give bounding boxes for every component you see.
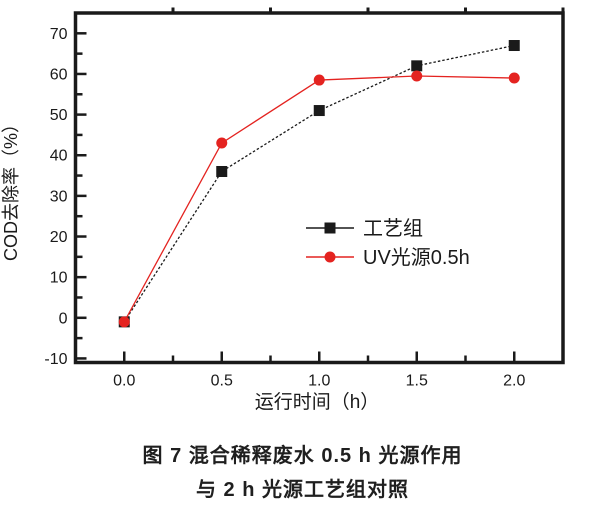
series-line [123, 44, 515, 323]
data-point-circle [216, 137, 228, 149]
x-tick-label: 0.0 [113, 373, 135, 390]
chart-canvas: -10 0 10 20 30 40 50 60 70 0.0 0.5 1.0 1.5 2.0 COD去除率… [1, 7, 565, 413]
legend: 工艺组 UV光源0.5h [306, 217, 470, 269]
y-axis-label: COD去除率（%） [1, 115, 21, 261]
y-tick-label: 50 [50, 107, 68, 124]
data-point-circle [118, 316, 130, 328]
data-series [118, 40, 520, 328]
data-point-square [313, 105, 325, 117]
y-tick-label: 20 [50, 229, 68, 246]
x-tick-label: 1.0 [308, 373, 330, 390]
data-point-circle [313, 74, 325, 86]
x-tick-label: 0.5 [211, 373, 233, 390]
x-tick-label: 1.5 [406, 373, 428, 390]
caption-line-2: 与 2 h 光源工艺组对照 [195, 479, 409, 501]
data-point-square [508, 40, 520, 52]
legend-label-series2: UV光源0.5h [363, 246, 470, 269]
legend-circle-marker-icon [324, 251, 336, 263]
data-point-circle [508, 72, 520, 84]
y-tick-label: 40 [50, 148, 68, 165]
y-tick-label: -10 [44, 351, 67, 368]
data-point-circle [411, 70, 423, 82]
axis-tick-labels: -10 0 10 20 30 40 50 60 70 0.0 0.5 1.0 1.5 2.0 [44, 26, 525, 390]
cod-removal-chart: -10 0 10 20 30 40 50 60 70 0.0 0.5 1.0 1.5 2.0 COD去除率… [1, 7, 565, 413]
y-tick-label: 60 [50, 66, 68, 83]
legend-square-marker-icon [324, 222, 336, 234]
data-point-square [216, 165, 228, 177]
plot-frame [73, 11, 565, 365]
figure-caption: 图 7 混合稀释废水 0.5 h 光源作用 与 2 h 光源工艺组对照 [0, 439, 605, 507]
axis-ticks [77, 7, 565, 361]
y-tick-label: 30 [50, 188, 68, 205]
y-tick-label: 10 [50, 270, 68, 287]
caption-line-1: 图 7 混合稀释废水 0.5 h 光源作用 [142, 445, 463, 467]
y-tick-label: 70 [50, 26, 68, 43]
legend-label-series1: 工艺组 [363, 217, 423, 240]
x-axis-label: 运行时间（h） [255, 391, 380, 413]
data-point-square [411, 60, 423, 72]
y-tick-label: 0 [59, 310, 68, 327]
x-tick-label: 2.0 [503, 373, 525, 390]
